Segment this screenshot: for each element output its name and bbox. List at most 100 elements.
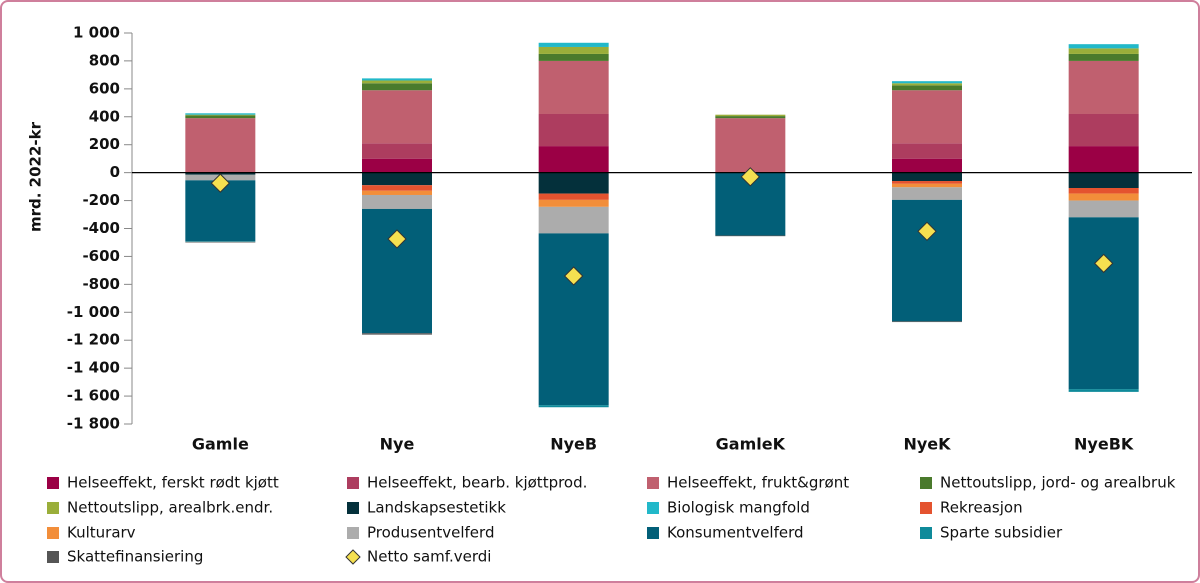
net-marker [1093, 253, 1114, 274]
legend-label: Nettoutslipp, arealbrk.endr. [67, 499, 273, 517]
y-tick-label: 1 000 [73, 24, 120, 42]
bar-segment [538, 199, 609, 207]
x-tick-label: Gamle [192, 435, 249, 454]
legend-swatch [47, 477, 59, 489]
bar-segment [362, 333, 432, 335]
bar-segment [538, 193, 609, 200]
bar-segment [538, 233, 609, 406]
bar-segment [715, 114, 786, 117]
bar-segment [892, 83, 962, 86]
y-tick-label: 400 [89, 107, 120, 125]
legend-label: Nettoutslipp, jord- og arealbruk [940, 474, 1176, 492]
legend-label: Netto samf.verdi [367, 548, 491, 566]
legend-label: Kulturarv [67, 524, 136, 542]
bar-segment [1068, 217, 1139, 390]
legend-swatch [47, 527, 59, 539]
bar-segment [362, 172, 432, 186]
bar-segment [185, 115, 256, 119]
legend-swatch [647, 527, 659, 539]
bar-segment [892, 90, 962, 144]
legend-swatch [47, 551, 59, 563]
bar-segment [892, 143, 962, 159]
bar-segment [1068, 48, 1139, 54]
bar-segment [362, 83, 432, 91]
bar-segment [538, 146, 609, 173]
y-tick-label: -1 000 [67, 303, 120, 321]
legend-swatch [347, 477, 359, 489]
y-tick-label: -200 [82, 191, 120, 209]
bar-segment [1068, 200, 1139, 218]
legend-label: Sparte subsidier [940, 524, 1063, 542]
bar-segment [362, 190, 432, 195]
bar-segment [538, 42, 609, 47]
bar-segment [892, 321, 962, 323]
y-tick-label: -1 800 [67, 415, 120, 433]
x-tick-label: NyeBK [1074, 435, 1134, 454]
bar-segment [1068, 188, 1139, 194]
legend-label: Landskapsestetikk [367, 499, 506, 517]
y-tick-label: -1 400 [67, 359, 120, 377]
legend-swatch [647, 502, 659, 514]
legend-swatch [920, 527, 932, 539]
bar-segment [715, 235, 786, 237]
legend-label: Produsentvelferd [367, 524, 494, 542]
y-tick-label: -400 [82, 219, 120, 237]
bar-segment [1068, 389, 1139, 392]
x-tick-label: GamleK [716, 435, 786, 454]
net-marker [740, 167, 761, 187]
bar-segment [362, 158, 432, 173]
legend-swatch [647, 477, 659, 489]
bar-segment [185, 114, 256, 116]
bar-segment [1068, 44, 1139, 49]
bar-segment [362, 143, 432, 159]
x-tick-label: NyeB [550, 435, 597, 454]
legend-swatch [347, 502, 359, 514]
bar-segment [362, 78, 432, 81]
bar-segment [362, 208, 432, 334]
bar-segment [892, 199, 962, 322]
bar-segment [362, 80, 432, 84]
bar-segment [1068, 53, 1139, 61]
bar-segment [1068, 172, 1139, 189]
bar-segment [185, 118, 256, 173]
y-tick-label: 200 [89, 135, 120, 153]
y-tick-label: 0 [110, 163, 120, 181]
bar-segment [715, 116, 786, 119]
bar-segment [538, 53, 609, 61]
net-marker [563, 266, 584, 286]
legend-label: Rekreasjon [940, 499, 1023, 517]
bar-segment [538, 60, 609, 114]
legend-label: Helseeffekt, ferskt rødt kjøtt [67, 474, 279, 492]
bar-segment [538, 46, 609, 54]
bar-segment [892, 172, 962, 182]
bar-segment [1068, 193, 1139, 201]
y-tick-label: -800 [82, 275, 120, 293]
legend-marker [345, 549, 361, 565]
legend-swatch [920, 502, 932, 514]
bar-segment [538, 113, 609, 147]
bar-segment [538, 206, 609, 234]
bar-segment [1068, 60, 1139, 114]
bar-segment [185, 113, 256, 115]
bar-segment [362, 194, 432, 209]
legend-swatch [47, 502, 59, 514]
bar-segment [538, 405, 609, 408]
y-tick-label: 600 [89, 79, 120, 97]
bar-segment [892, 187, 962, 200]
y-tick-label: -1 200 [67, 331, 120, 349]
legend-label: Skattefinansiering [67, 548, 203, 566]
legend-label: Konsumentvelferd [667, 524, 804, 542]
y-tick-label: -600 [82, 247, 120, 265]
bar-segment [892, 85, 962, 91]
x-tick-label: NyeK [903, 435, 951, 454]
legend-swatch [347, 527, 359, 539]
legend-label: Helseeffekt, bearb. kjøttprod. [367, 474, 587, 492]
y-axis-label: mrd. 2022-kr [27, 121, 45, 232]
legend-label: Helseeffekt, frukt&grønt [667, 474, 849, 492]
bar-segment [892, 81, 962, 84]
bar-segment [1068, 146, 1139, 173]
legend-label: Biologisk mangfold [667, 499, 810, 517]
legend-swatch [920, 477, 932, 489]
